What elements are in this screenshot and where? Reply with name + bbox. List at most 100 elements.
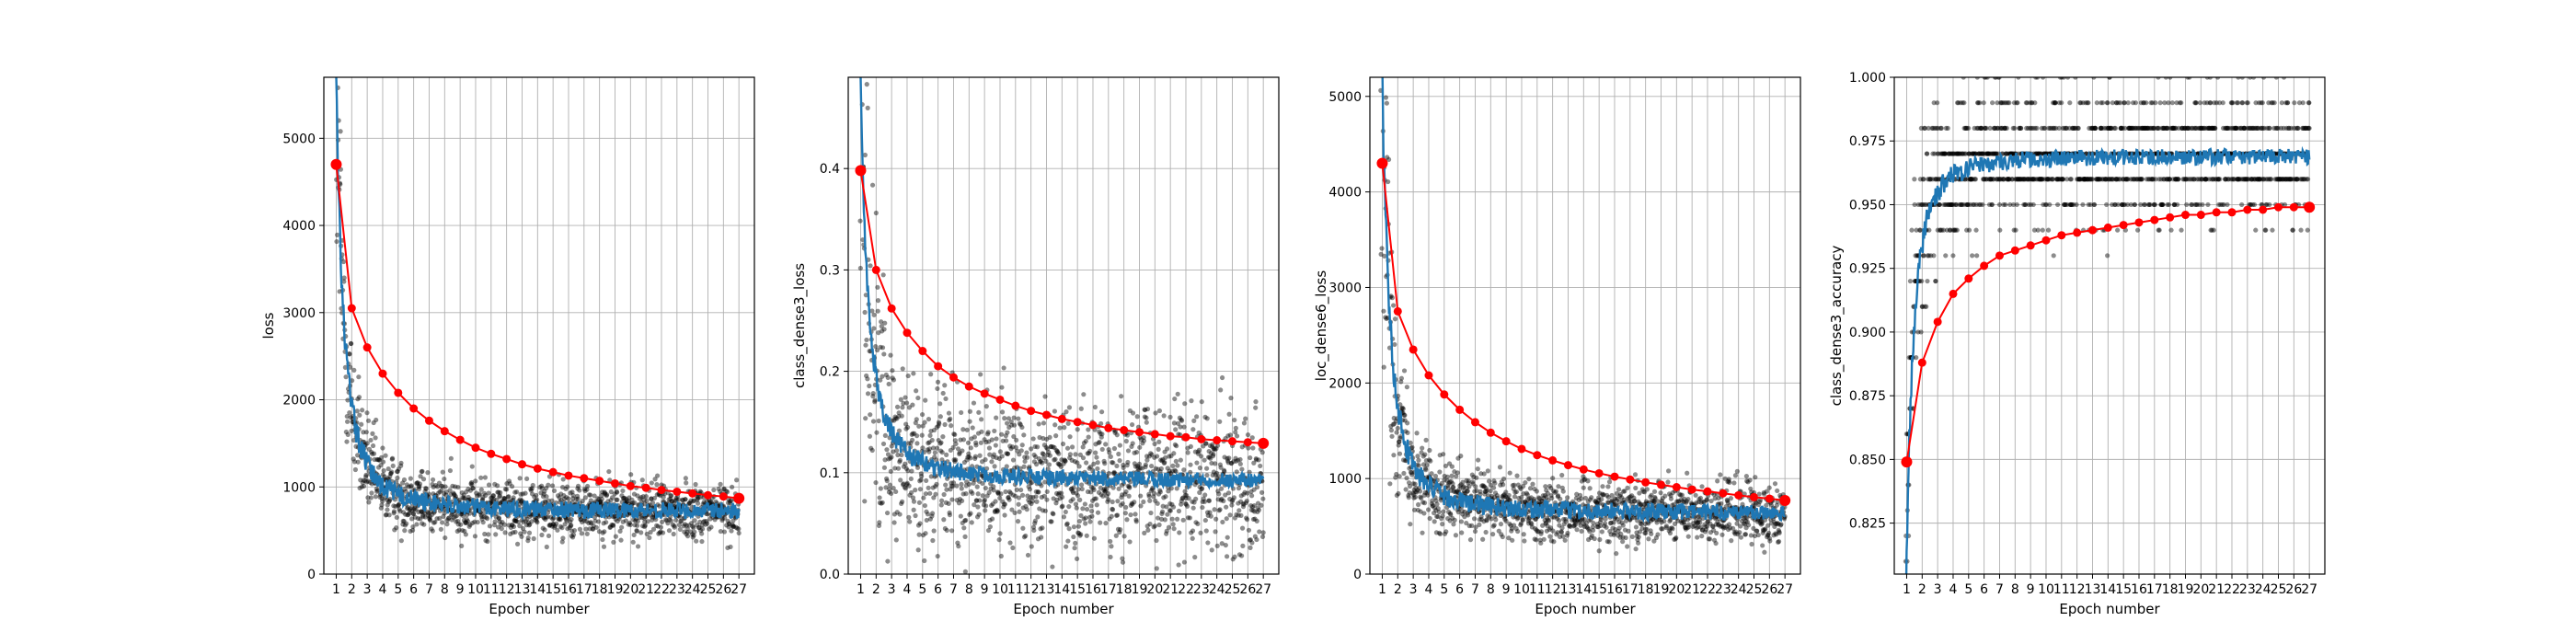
scatter-point	[914, 388, 919, 394]
scatter-point	[1067, 434, 1073, 440]
scatter-point	[608, 498, 614, 503]
scatter-point	[607, 477, 613, 483]
scatter-point	[1192, 555, 1198, 560]
scatter-point	[2003, 201, 2008, 208]
scatter-point	[463, 520, 468, 525]
scatter-point	[1641, 489, 1648, 495]
scatter-point	[1497, 465, 1503, 470]
scatter-point	[1087, 448, 1093, 454]
scatter-point	[417, 481, 423, 487]
scatter-point	[531, 535, 536, 542]
scatter-point	[1006, 497, 1012, 502]
scatter-point	[1133, 464, 1138, 469]
scatter-point	[1238, 499, 1244, 504]
scatter-point	[1044, 489, 1050, 495]
scatter-point	[1453, 489, 1458, 495]
scatter-point	[1634, 530, 1639, 535]
scatter-point	[508, 531, 513, 536]
scatter-point	[1164, 531, 1169, 536]
scatter-point	[1076, 518, 1083, 524]
scatter-point	[415, 480, 420, 486]
scatter-point	[942, 421, 948, 428]
scatter-point	[1093, 496, 1098, 501]
scatter-point	[579, 531, 584, 536]
scatter-point	[963, 491, 969, 497]
scatter-point	[871, 312, 877, 317]
scatter-point	[1248, 537, 1253, 543]
scatter-point	[546, 498, 551, 503]
scatter-point	[1513, 489, 1519, 495]
scatter-point	[386, 512, 392, 518]
scatter-point	[556, 516, 561, 522]
scatter-point	[1005, 430, 1010, 435]
scatter-point	[1535, 529, 1540, 535]
scatter-point	[923, 531, 928, 536]
scatter-point	[1426, 457, 1432, 463]
scatter-point	[1159, 509, 1166, 514]
scatter-point	[1446, 480, 1452, 486]
scatter-point	[1435, 506, 1441, 512]
scatter-point	[1511, 523, 1517, 528]
scatter-point	[374, 486, 379, 491]
scatter-point	[964, 457, 970, 463]
scatter-point	[953, 441, 959, 447]
scatter-point	[486, 490, 491, 496]
scatter-point	[1378, 251, 1384, 257]
x-tick-label: 6	[934, 582, 942, 597]
scatter-point	[400, 518, 406, 523]
scatter-point	[1444, 505, 1450, 511]
scatter-point	[1222, 468, 1227, 475]
scatter-point	[1550, 489, 1557, 494]
scatter-point	[1395, 425, 1400, 431]
scatter-point	[1420, 454, 1426, 459]
scatter-point	[1651, 499, 1657, 504]
scatter-point	[1087, 464, 1093, 470]
scatter-point	[1207, 454, 1213, 460]
scatter-point	[1529, 522, 1535, 527]
scatter-point	[1407, 490, 1412, 496]
scatter-point	[935, 553, 940, 559]
scatter-point	[1461, 489, 1467, 494]
scatter-point	[1173, 468, 1179, 474]
scatter-point	[1151, 524, 1156, 530]
scatter-point	[601, 521, 606, 526]
chart-panel-4: 1 2 3 4 5 6 7 8 9 10 11 12 13 14 15 16 17 18 19 20 21 22 23 24 2…	[1828, 71, 2326, 617]
scatter-point	[384, 512, 389, 517]
scatter-point	[1414, 489, 1420, 495]
scatter-point	[1149, 463, 1155, 469]
x-tick-label: 13	[514, 582, 531, 597]
scatter-point	[1038, 526, 1043, 532]
scatter-point	[363, 474, 369, 479]
scatter-point	[348, 364, 353, 370]
scatter-point	[975, 491, 981, 497]
scatter-point	[1466, 484, 1472, 489]
scatter-point	[592, 514, 598, 520]
scatter-point	[678, 519, 684, 524]
scatter-point	[1063, 458, 1068, 464]
scatter-point	[440, 520, 445, 525]
scatter-point	[881, 465, 888, 470]
scatter-point	[999, 409, 1006, 415]
scatter-point	[416, 484, 421, 489]
scatter-point	[351, 437, 357, 443]
scatter-point	[1091, 535, 1098, 541]
scatter-point	[873, 479, 879, 486]
scatter-point	[376, 457, 382, 463]
scatter-point	[673, 517, 679, 523]
scatter-point	[999, 385, 1005, 390]
epoch-mean-marker	[1057, 414, 1066, 423]
scatter-point	[1071, 485, 1076, 490]
scatter-point	[345, 431, 351, 437]
scatter-point	[357, 485, 362, 491]
scatter-point	[568, 519, 573, 524]
scatter-point	[1010, 545, 1016, 551]
scatter-point	[584, 487, 590, 492]
x-axis-label: Epoch number	[1535, 601, 1636, 617]
scatter-point	[969, 520, 974, 525]
scatter-point	[1213, 529, 1218, 535]
scatter-point	[1654, 520, 1660, 525]
scatter-point	[676, 522, 683, 528]
scatter-point	[403, 512, 408, 517]
scatter-point	[1161, 495, 1167, 500]
scatter-point	[1598, 523, 1604, 529]
